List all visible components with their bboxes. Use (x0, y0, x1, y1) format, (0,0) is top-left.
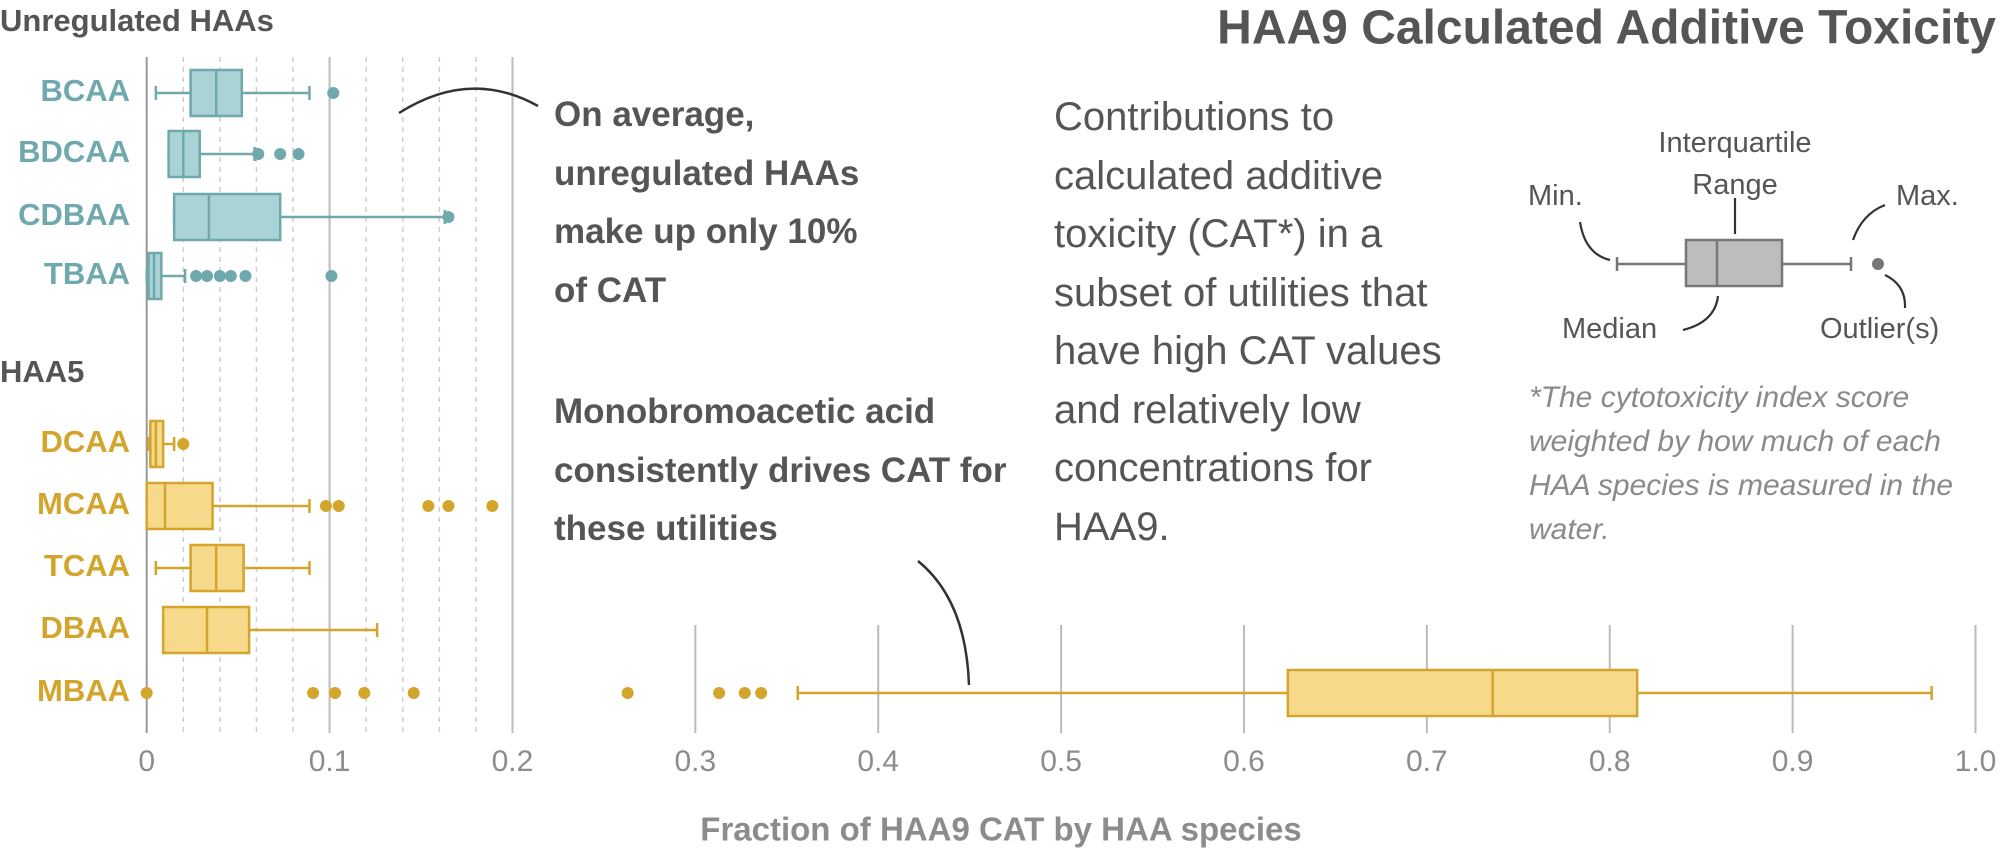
category-label: TBAA (44, 256, 130, 291)
box (172, 192, 282, 242)
outlier (201, 270, 214, 282)
footnote: *The cytotoxicity index score weighted b… (1529, 381, 1954, 546)
x-tick-label: 0.4 (857, 745, 899, 778)
outlier (486, 500, 499, 512)
x-tick-label: 0.6 (1223, 745, 1265, 778)
annotation-leader (398, 87, 539, 115)
outlier (755, 687, 768, 699)
legend-leader (1851, 203, 1886, 241)
legend-label: Median (1562, 313, 1658, 345)
category-label: DBAA (40, 610, 130, 645)
outlier (292, 148, 305, 160)
outlier (213, 270, 226, 282)
x-tick-label: 0.9 (1772, 745, 1814, 778)
outlier (332, 500, 345, 512)
outlier (140, 687, 153, 699)
legend-diagram (1578, 198, 1907, 332)
x-tick-label: 0.1 (309, 745, 351, 778)
legend-label: Outlier(s) (1820, 313, 1940, 345)
outlier (358, 687, 371, 699)
category-label: BDCAA (18, 134, 130, 169)
annotation-leader (917, 560, 971, 686)
outlier (442, 211, 455, 223)
box (1286, 668, 1639, 718)
outlier (274, 148, 287, 160)
x-tick-label: 0.3 (674, 745, 716, 778)
x-tick-label: 0.7 (1406, 745, 1448, 778)
outlier (177, 438, 190, 450)
legend-label-text: Interquartile Range (1658, 127, 1812, 201)
group-title: Unregulated HAAs (0, 3, 274, 38)
outlier (252, 148, 265, 160)
outlier (190, 270, 203, 282)
box (145, 481, 214, 531)
legend-box (1684, 238, 1784, 288)
x-tick-label: 0.5 (1040, 745, 1082, 778)
legend-leader (1578, 221, 1611, 262)
legend-label: Interquartile Range (1635, 122, 1835, 206)
x-axis-label: Fraction of HAA9 CAT by HAA species (700, 811, 1301, 848)
legend-leader (1884, 274, 1907, 309)
outlier (713, 687, 726, 699)
outlier (224, 270, 237, 282)
outlier (239, 270, 252, 282)
outlier (738, 687, 751, 699)
group-title: HAA5 (0, 354, 84, 389)
outlier (422, 500, 435, 512)
outlier (329, 687, 342, 699)
legend-label: Max. (1896, 180, 1959, 212)
outlier (621, 687, 634, 699)
legend-leader (1682, 295, 1720, 332)
annotation: Monobromoacetic acid consistently drives… (554, 392, 1007, 548)
category-label: CDBAA (18, 197, 130, 232)
outlier (407, 687, 420, 699)
outlier (442, 500, 455, 512)
category-label: DCAA (40, 424, 130, 459)
legend-label: Min. (1528, 180, 1583, 212)
plot-area (140, 68, 1933, 718)
chart-title: HAA9 Calculated Additive Toxicity (1217, 2, 1996, 55)
category-label: BCAA (40, 73, 130, 108)
outlier (325, 270, 338, 282)
outlier (327, 87, 340, 99)
outlier (319, 500, 332, 512)
category-label: TCAA (44, 548, 130, 583)
legend-outlier (1872, 258, 1884, 270)
outlier (307, 687, 320, 699)
category-label: MCAA (37, 486, 130, 521)
x-tick-label: 1.0 (1955, 745, 1997, 778)
x-tick-label: 0.8 (1589, 745, 1631, 778)
x-tick-label: 0.2 (492, 745, 534, 778)
x-tick-label: 0 (138, 745, 155, 778)
annotation: On average, unregulated HAAs make up onl… (554, 95, 860, 310)
category-label: MBAA (37, 673, 130, 708)
description: Contributions to calculated additive tox… (1054, 95, 1442, 549)
